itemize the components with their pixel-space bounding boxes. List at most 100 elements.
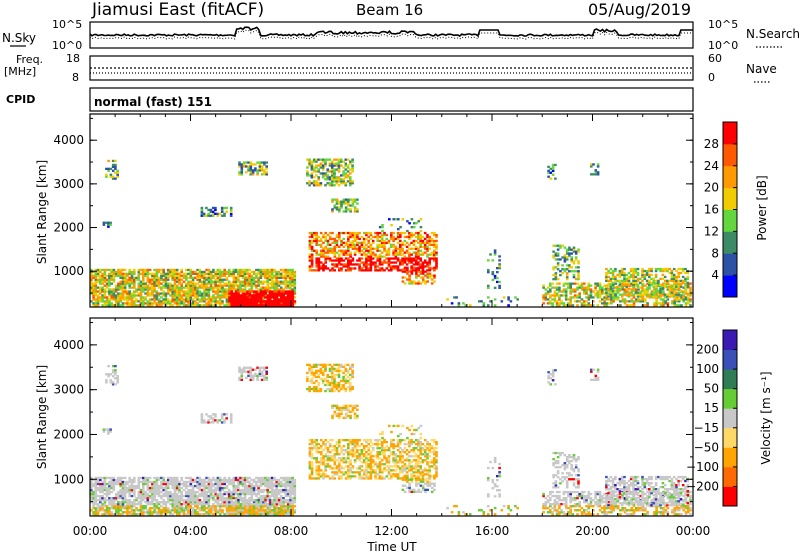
power-cell xyxy=(275,292,279,295)
power-cell xyxy=(342,210,346,213)
power-cell xyxy=(266,288,269,291)
velocity-cell xyxy=(259,482,263,486)
power-cell xyxy=(403,276,407,279)
power-cell xyxy=(273,290,276,293)
power-cell xyxy=(342,200,346,203)
power-cell xyxy=(374,235,377,239)
power-cell xyxy=(637,288,640,291)
power-cell xyxy=(153,290,156,293)
power-cell xyxy=(433,257,436,260)
power-cell xyxy=(173,274,177,277)
velocity-cell xyxy=(248,482,251,486)
power-cell xyxy=(614,277,617,280)
power-cell xyxy=(151,302,154,305)
power-cell xyxy=(351,160,354,163)
velocity-cell xyxy=(268,490,272,494)
velocity-cell xyxy=(266,488,269,492)
power-cell xyxy=(565,274,569,277)
power-cell xyxy=(220,208,224,212)
velocity-cell xyxy=(214,509,217,512)
power-cell xyxy=(139,298,143,301)
power-cell xyxy=(572,276,576,279)
power-cell xyxy=(123,272,127,275)
power-cell xyxy=(196,296,199,299)
power-cell xyxy=(282,268,285,272)
power-cell xyxy=(632,300,636,303)
power-cell xyxy=(189,268,193,272)
power-cell xyxy=(401,259,404,262)
power-cell xyxy=(396,265,400,268)
velocity-cell xyxy=(205,484,208,488)
power-cell xyxy=(589,292,593,295)
power-cell xyxy=(412,282,416,285)
velocity-cell xyxy=(162,507,165,510)
velocity-cell xyxy=(191,492,195,496)
power-cell xyxy=(101,272,104,275)
power-cell xyxy=(507,296,510,299)
power-cell xyxy=(239,280,242,283)
power-cell xyxy=(250,286,254,289)
velocity-cell xyxy=(270,494,274,498)
velocity-cell xyxy=(171,505,174,508)
power-cell xyxy=(406,268,409,271)
power-cell xyxy=(203,290,206,293)
power-cell xyxy=(218,286,222,289)
velocity-cell xyxy=(171,509,174,512)
power-cell xyxy=(273,284,276,287)
power-cell xyxy=(123,296,127,299)
velocity-cell xyxy=(218,497,222,500)
power-cell xyxy=(347,269,350,272)
power-cell xyxy=(310,249,314,252)
power-cell xyxy=(216,276,220,279)
power-cell xyxy=(277,290,281,293)
power-cell xyxy=(198,278,202,281)
power-cell xyxy=(686,293,690,296)
velocity-cell xyxy=(112,497,116,500)
power-cell xyxy=(349,241,352,244)
power-cell xyxy=(376,235,379,239)
power-cell xyxy=(632,285,635,288)
power-cell xyxy=(271,292,274,295)
power-cell xyxy=(244,298,247,301)
power-cell xyxy=(684,292,688,295)
velocity-cell xyxy=(137,494,141,498)
power-cell xyxy=(342,178,345,181)
velocity-cell xyxy=(259,494,263,498)
power-cell xyxy=(313,237,316,241)
power-cell xyxy=(117,292,120,295)
power-cell xyxy=(273,268,276,272)
power-cell xyxy=(653,304,656,307)
power-cell xyxy=(333,172,336,175)
velocity-cell xyxy=(119,488,122,492)
power-cell xyxy=(650,283,653,286)
power-cell xyxy=(117,300,120,303)
power-cell xyxy=(328,158,332,161)
power-cell xyxy=(205,272,208,275)
power-cell xyxy=(178,290,181,293)
power-cell xyxy=(178,288,181,291)
power-cell xyxy=(235,290,238,293)
velocity-cell xyxy=(221,492,224,496)
velocity-cell xyxy=(166,478,170,482)
power-cell xyxy=(117,272,120,275)
power-cell xyxy=(123,286,127,289)
power-cell xyxy=(169,300,172,303)
power-cell xyxy=(108,290,111,293)
velocity-cell xyxy=(123,484,127,488)
power-cell xyxy=(641,298,645,301)
power-cell xyxy=(162,300,165,303)
power-cell xyxy=(212,274,215,277)
power-cell xyxy=(164,296,168,299)
power-cell xyxy=(175,302,179,305)
velocity-cell xyxy=(207,511,211,514)
velocity-cell xyxy=(216,505,220,508)
power-cell xyxy=(592,173,595,176)
power-cell xyxy=(198,280,202,283)
velocity-cell xyxy=(230,497,233,500)
power-cell xyxy=(164,292,168,295)
velocity-cell xyxy=(144,505,147,508)
power-cell xyxy=(598,290,602,293)
power-cell xyxy=(155,276,159,279)
velocity-cell xyxy=(239,494,242,498)
power-cell xyxy=(205,286,208,289)
